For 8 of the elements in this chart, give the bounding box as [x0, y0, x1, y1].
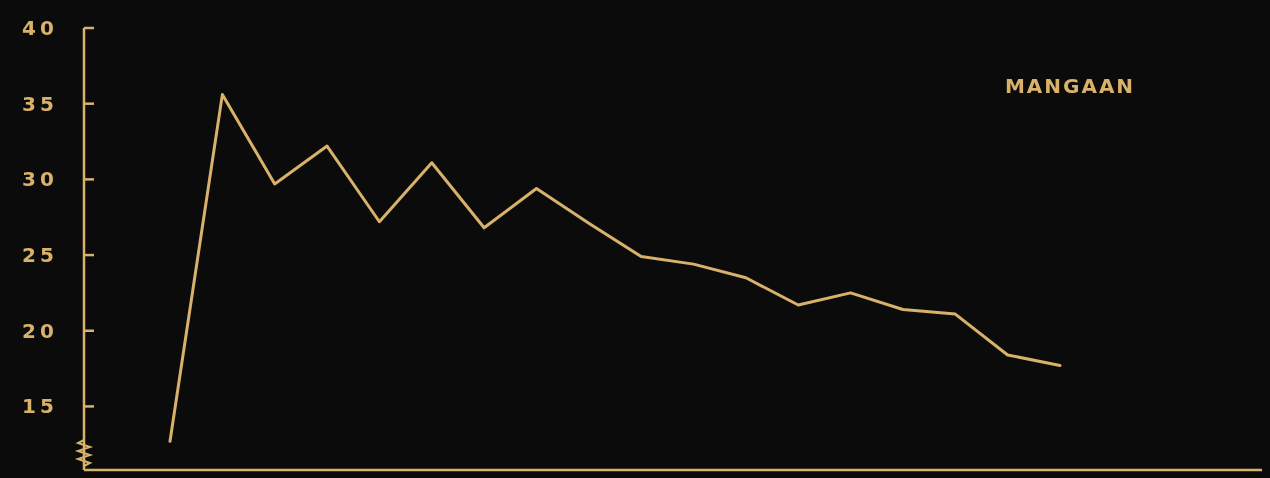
y-tick-label: 30	[22, 167, 58, 192]
y-tick-label: 35	[22, 91, 58, 116]
y-tick-label: 20	[22, 318, 58, 343]
line-series	[168, 93, 1062, 443]
y-tick-label: 15	[22, 394, 58, 419]
y-tick-label: 40	[22, 16, 58, 40]
text: MANGAAN	[1004, 74, 1136, 98]
y-tick-label: 25	[22, 243, 58, 268]
